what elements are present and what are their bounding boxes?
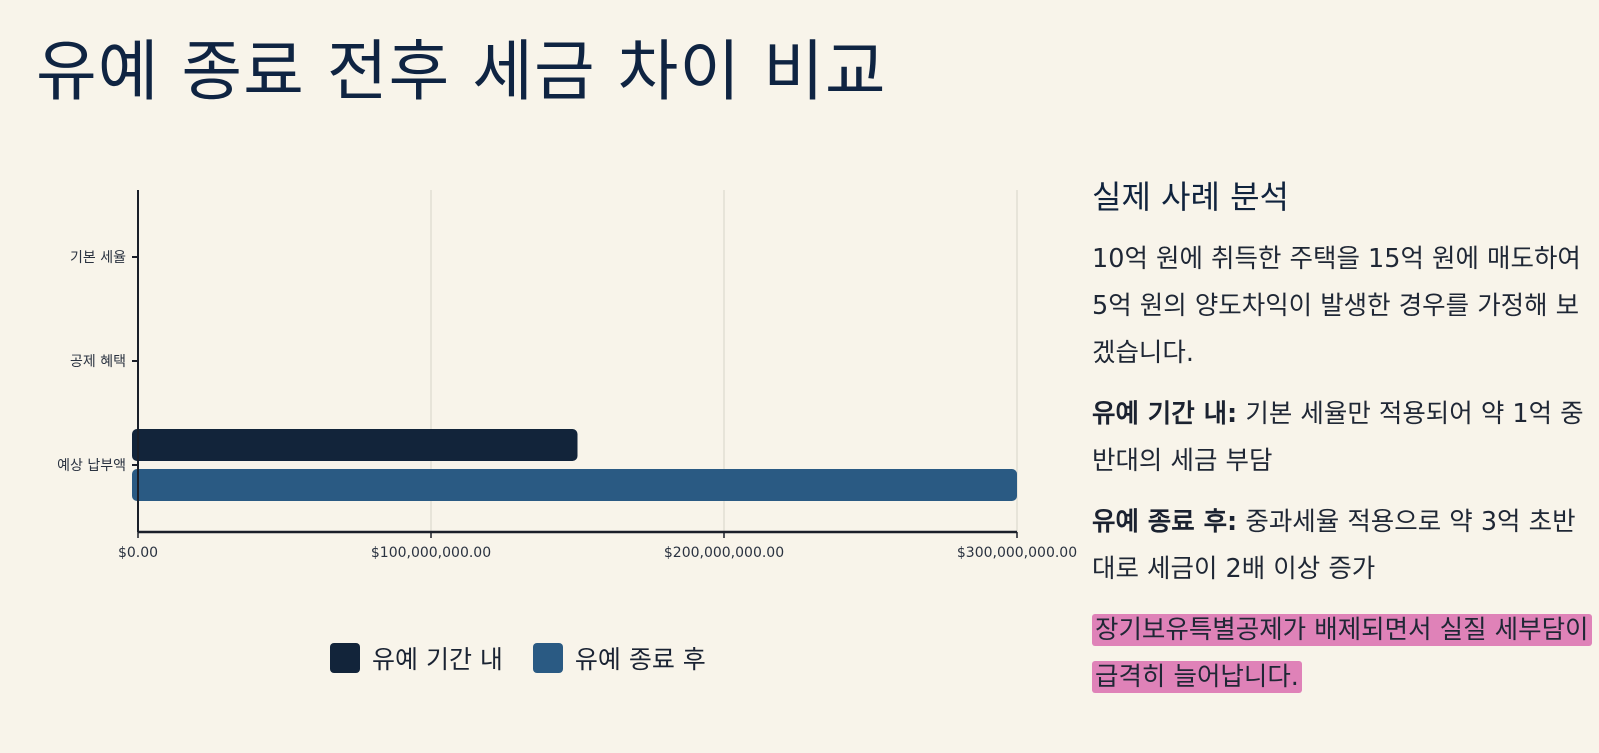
legend-label-within: 유예 기간 내 — [372, 645, 503, 674]
case-analysis-title: 실제 사례 분석 — [1092, 178, 1289, 216]
y-tick-label: 기본 세율 — [70, 250, 126, 266]
tick-labels: $0.00 $100,000,000.00 $200,000,000.00 $300,… — [57, 250, 1077, 561]
bar-chart: $0.00 $100,000,000.00 $200,000,000.00 $300,… — [57, 190, 1077, 561]
legend-label-after: 유예 종료 후 — [574, 645, 706, 674]
after-period-text: 중과세율 적용으로 약 3억 초반대로 세금이 2배 이상 증가 — [1092, 507, 1576, 584]
x-tick-label: $300,000,000.00 — [957, 545, 1077, 561]
chart-legend: 유예 기간 내 유예 종료 후 — [330, 640, 706, 676]
after-period-label: 유예 종료 후: — [1092, 507, 1238, 537]
y-tick-label: 공제 혜택 — [70, 354, 126, 370]
within-period-label: 유예 기간 내: — [1092, 399, 1238, 429]
axes — [132, 190, 1018, 538]
x-tick-label: $100,000,000.00 — [371, 545, 491, 561]
x-tick-label: $200,000,000.00 — [664, 545, 784, 561]
case-intro: 10억 원에 취득한 주택을 15억 원에 매도하여 5억 원의 양도차익이 발… — [1092, 244, 1581, 368]
within-period-text: 기본 세율만 적용되어 약 1억 중반대의 세금 부담 — [1092, 399, 1584, 476]
legend-swatch-within — [330, 643, 360, 673]
bar-after-2[interactable] — [132, 469, 1017, 501]
after-period-paragraph: 유예 종료 후: 중과세율 적용으로 약 3억 초반대로 세금이 2배 이상 증… — [1092, 499, 1592, 593]
legend-item-within[interactable]: 유예 기간 내 — [330, 640, 503, 676]
highlight-paragraph: 장기보유특별공제가 배제되면서 실질 세부담이 급격히 늘어납니다. — [1092, 607, 1592, 701]
bar-within-2[interactable] — [132, 429, 578, 461]
x-tick-label: $0.00 — [118, 545, 158, 561]
bars — [132, 429, 1017, 501]
within-period-paragraph: 유예 기간 내: 기본 세율만 적용되어 약 1억 중반대의 세금 부담 — [1092, 391, 1592, 485]
page-title: 유예 종료 전후 세금 차이 비교 — [36, 33, 887, 110]
highlight-text: 장기보유특별공제가 배제되면서 실질 세부담이 급격히 늘어납니다. — [1092, 614, 1592, 693]
legend-swatch-after — [532, 643, 563, 673]
case-analysis-panel: 실제 사례 분석 10억 원에 취득한 주택을 15억 원에 매도하여 5억 원… — [1092, 172, 1592, 715]
y-tick-label: 예상 납부액 — [57, 458, 126, 474]
legend-item-after[interactable]: 유예 종료 후 — [532, 640, 706, 676]
